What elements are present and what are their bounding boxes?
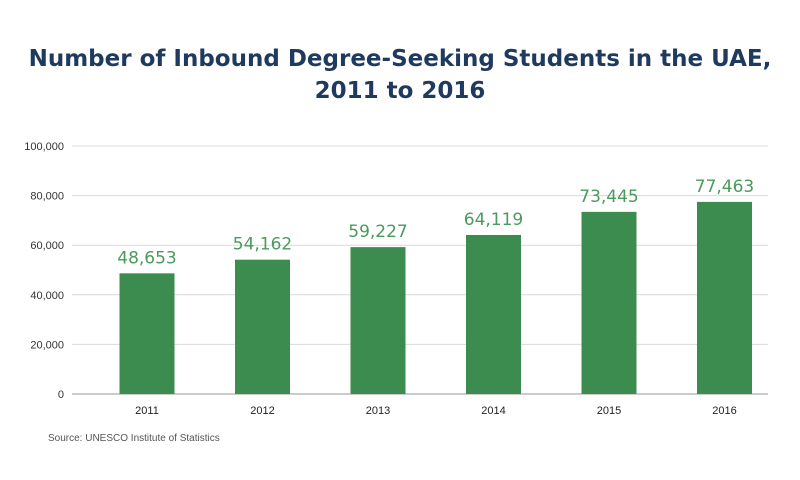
x-tick-label: 2012 <box>250 405 274 417</box>
bar-value-label: 59,227 <box>348 222 407 242</box>
y-tick-label: 0 <box>58 389 64 401</box>
source-note: Source: UNESCO Institute of Statistics <box>48 433 220 444</box>
y-tick-label: 40,000 <box>30 290 64 302</box>
bar <box>466 234 521 394</box>
x-tick-label: 2013 <box>366 405 390 417</box>
chart-title-line-1: Number of Inbound Degree-Seeking Student… <box>28 46 772 72</box>
bar <box>235 259 290 394</box>
x-tick-label: 2016 <box>712 405 736 417</box>
bar-value-label: 54,162 <box>233 235 292 255</box>
x-tick-label: 2015 <box>597 405 621 417</box>
bar <box>697 201 752 394</box>
chart-title-line-2: 2011 to 2016 <box>314 78 486 104</box>
bar <box>581 211 637 394</box>
x-tick-label: 2014 <box>481 405 505 417</box>
bar-value-label: 64,119 <box>464 210 523 230</box>
y-tick-label: 60,000 <box>30 240 64 252</box>
bar-value-label: 77,463 <box>695 177 754 197</box>
y-tick-label: 100,000 <box>24 141 64 153</box>
x-tick-label: 2011 <box>135 405 159 417</box>
y-tick-label: 20,000 <box>30 339 64 351</box>
y-tick-label: 80,000 <box>30 191 64 203</box>
bar <box>119 273 175 394</box>
bar-value-label: 73,445 <box>579 187 638 207</box>
bar-value-label: 48,653 <box>117 248 176 268</box>
bar <box>350 247 406 394</box>
